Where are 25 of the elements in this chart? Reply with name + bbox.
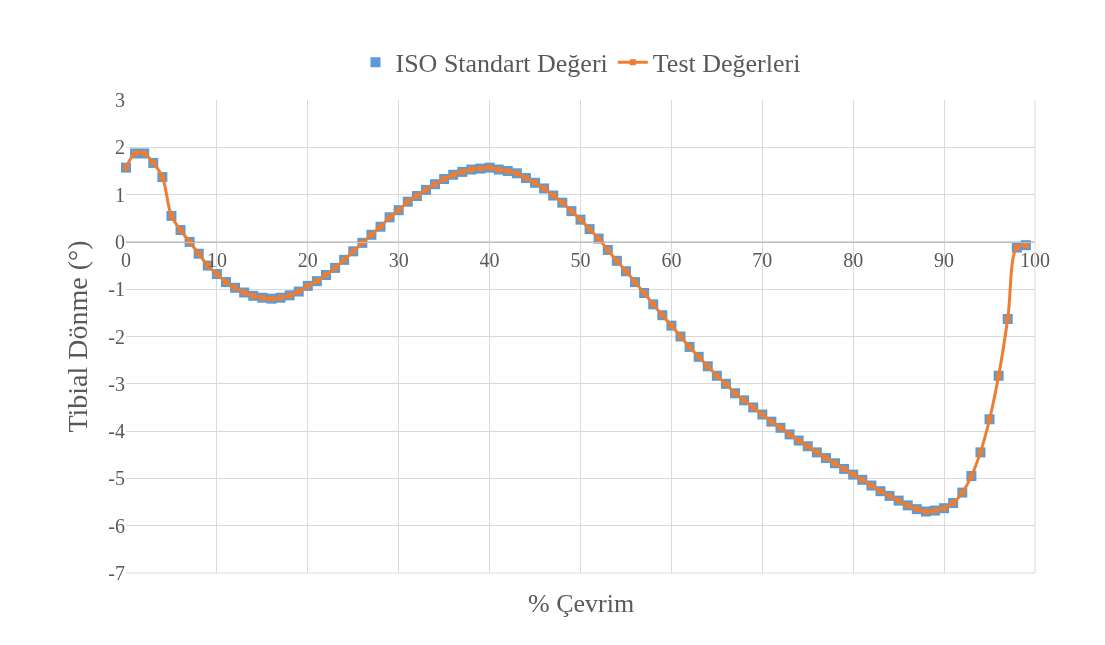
x-tick-label: 50 [570,248,591,271]
x-axis-title: % Çevrim [528,589,635,618]
y-tick-label: -7 [108,562,125,584]
y-tick-label: 2 [115,136,125,159]
y-tick-label: -3 [108,372,125,395]
y-tick-label: 3 [115,89,125,111]
x-tick-label: 100 [1020,248,1050,271]
y-tick-label: -2 [108,325,125,348]
y-tick-label: -6 [108,514,125,537]
y-tick-label: -1 [108,278,125,301]
x-tick-label: 90 [934,248,955,271]
x-tick-label: 80 [843,248,864,271]
legend-label: ISO Standart Değeri [395,49,608,79]
y-tick-label: 1 [115,183,125,206]
x-tick-label: 70 [752,248,773,271]
x-tick-label: 10 [206,248,227,271]
y-tick-label: -4 [108,420,125,443]
x-tick-label: 30 [388,248,409,271]
y-tick-label: -5 [108,467,125,490]
x-tick-label: 40 [479,248,500,271]
y-axis-title: Tibial Dönme (°) [62,240,94,433]
x-tick-label: 20 [297,248,318,271]
x-tick-label: 60 [661,248,682,271]
y-tick-label: 0 [115,230,125,253]
legend-label: Test Değerleri [652,49,801,79]
